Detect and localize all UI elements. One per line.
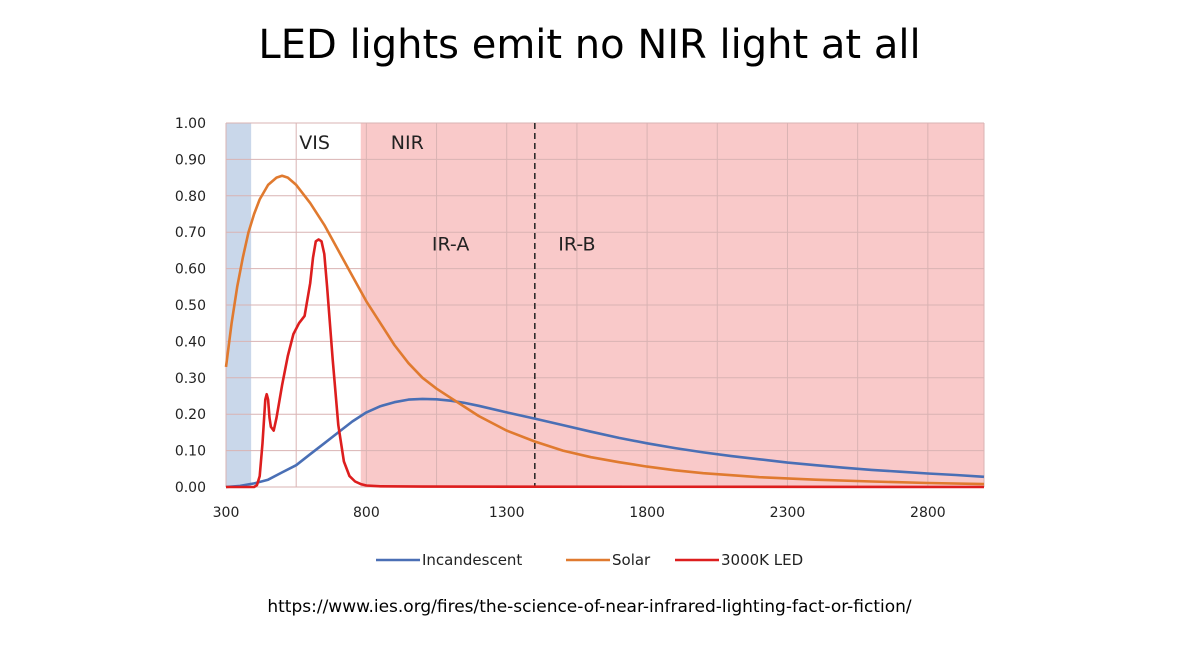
x-tick-label: 2800 (910, 505, 946, 521)
annotation-ir-a: IR-A (432, 233, 469, 255)
series-line-incandescent (225, 397, 985, 489)
legend-label-0: Incandescent (422, 551, 522, 569)
x-tick-label: 1300 (489, 505, 525, 521)
y-tick-label: 0.70 (175, 225, 206, 241)
legend-label-2: 3000K LED (721, 551, 803, 569)
slide-title: LED lights emit no NIR light at all (258, 22, 921, 68)
series-line-solar (224, 174, 985, 486)
x-tick-label: 800 (353, 505, 380, 521)
legend: Incandescent Solar 3000K LED (376, 551, 803, 569)
source-url: https://www.ies.org/fires/the-science-of… (267, 597, 912, 617)
spectrum-chart: 0.00 0.10 0.20 0.30 0.40 0.50 0.60 0.70 0.80 0.90… (175, 116, 985, 569)
x-tick-label: 300 (213, 505, 240, 521)
annotation-ir-b: IR-B (558, 233, 595, 255)
region-label-nir: NIR (391, 132, 424, 154)
x-tick-label: 1800 (629, 505, 665, 521)
y-tick-label: 0.40 (175, 334, 206, 350)
y-tick-label: 0.60 (175, 262, 206, 278)
region-labels: VIS NIR IR-A IR-B (299, 132, 595, 255)
x-tick-label: 2300 (770, 505, 806, 521)
y-tick-labels: 0.00 0.10 0.20 0.30 0.40 0.50 0.60 0.70 0.80 0.90… (175, 116, 206, 496)
y-tick-label: 0.30 (175, 371, 206, 387)
y-tick-label: 0.50 (175, 298, 206, 314)
region-label-vis: VIS (299, 132, 330, 154)
y-tick-label: 0.80 (175, 189, 206, 205)
series-line-3000k-led (226, 238, 985, 489)
series-lines (224, 174, 985, 489)
y-tick-label: 0.10 (175, 444, 206, 460)
x-tick-labels: 300 800 1300 1800 2300 2800 (213, 505, 946, 521)
y-tick-label: 0.00 (175, 480, 206, 496)
legend-label-1: Solar (612, 551, 651, 569)
y-tick-label: 1.00 (175, 116, 206, 132)
y-tick-label: 0.20 (175, 407, 206, 423)
y-tick-label: 0.90 (175, 152, 206, 168)
